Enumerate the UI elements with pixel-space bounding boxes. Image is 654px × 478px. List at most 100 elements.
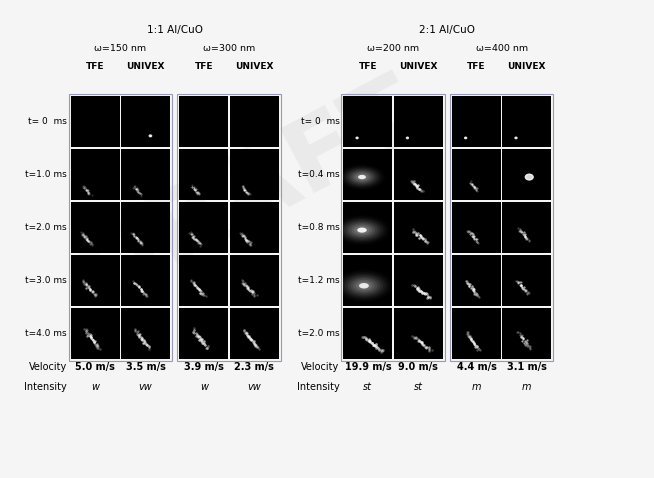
Text: 3.9 m/s: 3.9 m/s <box>184 362 224 372</box>
Ellipse shape <box>344 220 381 240</box>
Ellipse shape <box>358 175 366 179</box>
Bar <box>502 255 551 306</box>
Text: t=3.0 ms: t=3.0 ms <box>25 276 67 285</box>
Bar <box>121 308 170 359</box>
Circle shape <box>356 137 358 139</box>
Text: TFE: TFE <box>194 63 213 71</box>
Ellipse shape <box>360 228 365 231</box>
Circle shape <box>407 137 408 139</box>
Text: TFE: TFE <box>86 63 105 71</box>
Text: TFE: TFE <box>358 63 377 71</box>
Bar <box>452 96 501 147</box>
Bar <box>452 255 501 306</box>
Bar <box>71 255 120 306</box>
Text: ω=200 nm: ω=200 nm <box>367 44 419 53</box>
Text: 3.1 m/s: 3.1 m/s <box>507 362 547 372</box>
Bar <box>179 149 228 200</box>
Bar <box>343 202 392 253</box>
Text: ω=150 nm: ω=150 nm <box>94 44 146 53</box>
Text: vw: vw <box>247 382 261 392</box>
Bar <box>394 96 443 147</box>
Bar <box>71 308 120 359</box>
Bar <box>71 149 120 200</box>
Bar <box>71 202 120 253</box>
Bar <box>230 255 279 306</box>
Circle shape <box>149 135 152 137</box>
Bar <box>341 94 445 361</box>
Bar <box>179 308 228 359</box>
Ellipse shape <box>349 223 375 237</box>
Text: ω=400 nm: ω=400 nm <box>475 44 528 53</box>
Ellipse shape <box>348 277 381 295</box>
Ellipse shape <box>345 275 383 296</box>
Bar <box>121 255 170 306</box>
Text: Intensity: Intensity <box>24 382 67 392</box>
Text: 2.3 m/s: 2.3 m/s <box>234 362 274 372</box>
Ellipse shape <box>356 174 369 181</box>
Text: t= 0  ms: t= 0 ms <box>301 117 339 126</box>
Text: t=0.4 ms: t=0.4 ms <box>298 170 339 179</box>
Bar <box>394 255 443 306</box>
Bar <box>230 149 279 200</box>
Text: UNIVEX: UNIVEX <box>235 63 273 71</box>
Bar <box>502 202 551 253</box>
Text: 4.4 m/s: 4.4 m/s <box>456 362 496 372</box>
Bar <box>452 149 501 200</box>
Circle shape <box>525 174 533 180</box>
Ellipse shape <box>349 170 375 184</box>
Bar <box>121 202 170 253</box>
Bar <box>343 96 392 147</box>
Ellipse shape <box>360 176 364 178</box>
Bar <box>179 202 228 253</box>
Ellipse shape <box>351 278 377 293</box>
Text: 9.0 m/s: 9.0 m/s <box>398 362 438 372</box>
Bar <box>394 149 443 200</box>
Bar <box>177 94 281 361</box>
Ellipse shape <box>352 225 373 236</box>
Ellipse shape <box>356 281 372 290</box>
Bar <box>71 96 120 147</box>
Text: vw: vw <box>139 382 152 392</box>
Text: 19.9 m/s: 19.9 m/s <box>345 362 391 372</box>
Text: m: m <box>522 382 532 392</box>
Ellipse shape <box>356 228 368 233</box>
Ellipse shape <box>353 280 375 292</box>
Ellipse shape <box>358 174 366 179</box>
Bar <box>502 149 551 200</box>
Text: t=2.0 ms: t=2.0 ms <box>25 223 67 232</box>
Bar <box>121 149 170 200</box>
Bar <box>502 96 551 147</box>
Text: DRAFT: DRAFT <box>61 61 436 322</box>
Text: t=4.0 ms: t=4.0 ms <box>25 329 67 338</box>
Text: UNIVEX: UNIVEX <box>399 63 438 71</box>
Circle shape <box>464 137 466 139</box>
Text: w: w <box>91 382 99 392</box>
Bar <box>343 255 392 306</box>
Bar <box>230 202 279 253</box>
Text: Velocity: Velocity <box>29 362 67 372</box>
Text: TFE: TFE <box>467 63 486 71</box>
Text: st: st <box>364 382 372 392</box>
Bar <box>450 94 553 361</box>
Text: t=1.0 ms: t=1.0 ms <box>25 170 67 179</box>
Text: t=2.0 ms: t=2.0 ms <box>298 329 339 338</box>
Ellipse shape <box>346 222 378 239</box>
Text: 2:1 Al/CuO: 2:1 Al/CuO <box>419 25 475 34</box>
Bar <box>121 96 170 147</box>
Bar <box>452 308 501 359</box>
Bar <box>179 255 228 306</box>
Bar <box>502 308 551 359</box>
Text: 3.5 m/s: 3.5 m/s <box>126 362 165 372</box>
Bar <box>394 202 443 253</box>
Bar <box>69 94 172 361</box>
Text: 1:1 Al/CuO: 1:1 Al/CuO <box>146 25 203 34</box>
Text: Intensity: Intensity <box>297 382 339 392</box>
Ellipse shape <box>361 284 367 287</box>
Ellipse shape <box>347 169 377 185</box>
Text: Velocity: Velocity <box>301 362 339 372</box>
Text: UNIVEX: UNIVEX <box>126 63 165 71</box>
Bar <box>230 96 279 147</box>
Bar <box>179 96 228 147</box>
Text: st: st <box>414 382 422 392</box>
Ellipse shape <box>357 228 367 233</box>
